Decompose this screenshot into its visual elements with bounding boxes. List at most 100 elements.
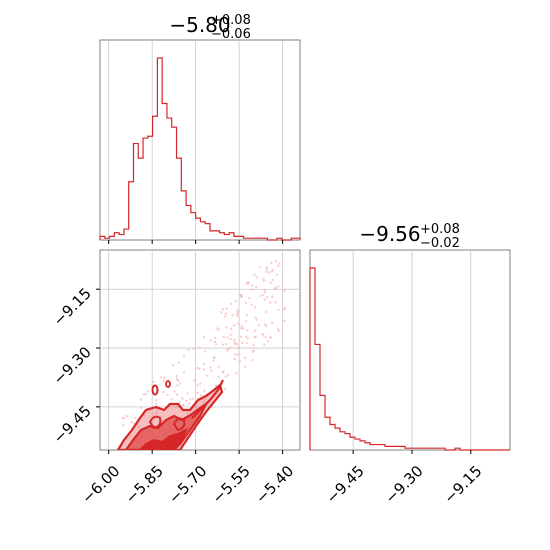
scatter-point xyxy=(202,368,206,371)
scatter-point xyxy=(254,329,257,332)
scatter-point xyxy=(250,303,253,307)
scatter-point xyxy=(259,266,262,269)
scatter-point xyxy=(246,337,250,340)
scatter-point xyxy=(175,377,179,381)
scatter-point xyxy=(274,260,278,263)
scatter-point xyxy=(232,338,236,342)
scatter-point xyxy=(263,298,266,301)
scatter-point xyxy=(277,329,281,333)
contour-island-4 xyxy=(165,380,171,388)
scatter-point xyxy=(233,357,236,361)
hist-y-gridlines xyxy=(352,250,472,450)
scatter-point xyxy=(196,366,199,370)
hist-x-step-line xyxy=(99,57,301,241)
scatter-point xyxy=(224,343,228,346)
scatter-point xyxy=(263,323,267,326)
scatter-point xyxy=(192,347,196,351)
scatter-point xyxy=(202,336,206,339)
scatter-point xyxy=(265,270,268,274)
scatter-point xyxy=(122,416,125,420)
scatter-point xyxy=(181,397,184,400)
scatter-point xyxy=(239,335,243,338)
scatter-point xyxy=(186,392,189,395)
hist-x-frame xyxy=(99,39,301,241)
scatter-point xyxy=(242,327,245,330)
hist-y-step-line xyxy=(309,267,510,451)
scatter-point xyxy=(187,348,190,352)
scatter-point xyxy=(125,415,128,418)
scatter-point xyxy=(187,402,191,405)
scatter-point xyxy=(259,294,262,298)
scatter-point xyxy=(246,329,249,332)
scatter-point xyxy=(222,370,225,374)
scatter-y-tick-labels: −9.45 −9.30 −9.15 xyxy=(50,284,95,447)
scatter-point xyxy=(270,261,273,265)
scatter-x-tick-label: −6.00 xyxy=(78,462,123,507)
hist-y-title-plus: +0.08 xyxy=(420,222,460,237)
scatter-point xyxy=(257,324,261,327)
scatter-point xyxy=(250,284,254,287)
scatter-point xyxy=(196,384,200,387)
scatter-point xyxy=(162,390,165,394)
scatter-point xyxy=(226,349,229,352)
hist-x-gridlines xyxy=(108,40,284,240)
scatter-point xyxy=(235,314,239,318)
scatter-point xyxy=(271,295,274,298)
scatter-point xyxy=(191,397,194,400)
scatter-point xyxy=(170,398,173,401)
scatter-point xyxy=(217,365,220,368)
scatter-point xyxy=(251,358,254,362)
hist-y-title-median: −9.56 xyxy=(359,222,420,246)
scatter-point xyxy=(243,365,247,368)
scatter-point xyxy=(210,369,213,372)
scatter-point xyxy=(122,423,125,427)
scatter-tick-marks xyxy=(96,288,284,454)
scatter-point xyxy=(265,324,268,328)
scatter-point xyxy=(235,342,239,346)
scatter-point xyxy=(269,301,272,304)
scatter-point xyxy=(263,290,267,294)
scatter-point xyxy=(223,387,227,390)
scatter-point xyxy=(175,374,178,378)
scatter-point xyxy=(209,339,212,342)
scatter-point xyxy=(236,312,239,316)
scatter-point xyxy=(248,297,251,300)
scatter-point xyxy=(203,389,206,392)
scatter-point xyxy=(244,301,247,305)
scatter-point xyxy=(185,399,188,403)
scatter-point xyxy=(152,380,155,383)
scatter-point xyxy=(222,335,226,339)
contour-island-1 xyxy=(148,415,162,430)
scatter-point xyxy=(262,293,265,297)
scatter-point xyxy=(193,379,196,382)
scatter-point xyxy=(252,343,255,347)
contour-core xyxy=(138,427,188,450)
scatter-point xyxy=(262,279,266,283)
hist-y-x-tick-label: −9.15 xyxy=(440,462,485,507)
hist-y-x-tick-labels: −9.45 −9.30 −9.15 xyxy=(323,462,486,507)
scatter-point xyxy=(253,306,257,309)
scatter-point xyxy=(243,356,247,359)
hist-x-title-plus: +0.08 xyxy=(211,13,251,28)
scatter-point xyxy=(277,285,280,288)
scatter-point xyxy=(253,336,257,339)
scatter-point xyxy=(229,346,232,349)
scatter-point xyxy=(177,361,181,364)
scatter-point xyxy=(263,343,266,346)
scatter-point xyxy=(144,393,147,396)
scatter-point xyxy=(214,336,217,340)
scatter-point xyxy=(268,336,272,339)
hist-x-tick-marks xyxy=(108,240,284,244)
scatter-point xyxy=(255,318,258,322)
scatter-point xyxy=(202,362,206,366)
scatter-point xyxy=(265,296,269,299)
scatter-point xyxy=(139,398,143,401)
scatter-point xyxy=(182,355,186,358)
scatter-point xyxy=(274,301,277,304)
scatter-point xyxy=(203,350,207,353)
scatter-point xyxy=(182,371,186,374)
hist-y-tick-marks xyxy=(352,450,472,454)
scatter-point xyxy=(223,315,227,318)
scatter-point xyxy=(278,262,281,265)
scatter-x-tick-label: −5.70 xyxy=(165,462,210,507)
